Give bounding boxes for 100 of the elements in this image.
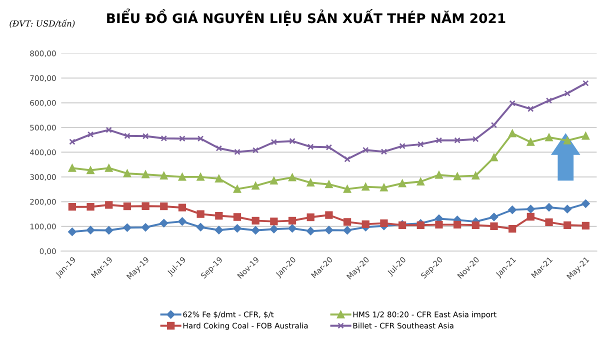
point xyxy=(142,133,149,140)
point xyxy=(545,134,553,142)
point xyxy=(544,203,554,212)
point xyxy=(526,212,534,221)
point xyxy=(564,136,572,144)
point xyxy=(68,203,76,211)
point xyxy=(508,130,516,138)
y-axis-title: (ĐVT: USD/tấn) xyxy=(10,19,75,28)
point xyxy=(546,97,552,104)
point xyxy=(306,226,315,236)
point xyxy=(324,226,334,234)
point xyxy=(252,147,259,154)
point xyxy=(288,224,296,233)
point xyxy=(380,184,388,192)
point xyxy=(160,172,168,180)
point xyxy=(142,202,150,210)
point xyxy=(252,182,260,190)
point xyxy=(398,180,406,188)
point xyxy=(105,201,113,209)
point xyxy=(270,218,278,226)
point xyxy=(160,202,168,210)
point xyxy=(582,200,590,208)
point xyxy=(160,135,168,142)
point xyxy=(454,137,460,144)
point xyxy=(472,136,479,142)
point xyxy=(270,224,278,234)
point xyxy=(490,154,498,162)
point xyxy=(86,166,94,174)
point xyxy=(288,174,296,182)
point xyxy=(418,141,424,148)
point xyxy=(582,132,590,140)
point xyxy=(105,164,113,172)
point xyxy=(196,210,204,218)
point xyxy=(86,226,95,234)
point xyxy=(509,100,516,106)
point xyxy=(545,218,553,226)
point xyxy=(343,218,352,226)
point xyxy=(270,138,278,146)
point xyxy=(106,126,112,134)
point xyxy=(380,219,388,227)
point xyxy=(124,132,130,140)
point xyxy=(104,226,114,234)
point xyxy=(526,204,535,214)
point xyxy=(86,203,94,211)
point xyxy=(325,180,333,188)
point xyxy=(344,156,350,162)
point xyxy=(563,204,572,214)
point xyxy=(178,217,186,226)
point xyxy=(435,171,443,179)
point xyxy=(196,223,205,232)
point xyxy=(454,172,462,180)
point xyxy=(68,164,76,172)
point xyxy=(215,174,223,182)
point xyxy=(454,220,462,228)
point xyxy=(508,225,516,233)
point xyxy=(123,170,132,178)
point xyxy=(582,222,590,230)
point xyxy=(307,144,314,150)
point xyxy=(233,185,242,193)
point xyxy=(362,183,370,191)
point xyxy=(68,228,76,236)
point xyxy=(399,142,406,150)
point xyxy=(326,144,332,150)
point xyxy=(251,226,260,234)
point xyxy=(582,80,589,86)
point xyxy=(325,211,333,219)
point xyxy=(141,223,150,232)
point xyxy=(87,131,94,138)
point xyxy=(252,216,260,225)
point xyxy=(508,206,516,214)
point xyxy=(160,219,168,228)
point xyxy=(178,204,186,212)
point xyxy=(380,148,388,155)
point xyxy=(197,135,204,142)
point xyxy=(69,138,76,145)
point xyxy=(288,216,296,225)
point xyxy=(178,173,186,181)
point xyxy=(564,90,570,96)
point xyxy=(216,145,222,152)
point xyxy=(564,221,572,229)
point xyxy=(179,135,186,142)
point xyxy=(490,222,498,230)
point xyxy=(142,170,150,178)
point xyxy=(416,178,424,186)
point xyxy=(490,212,498,222)
point xyxy=(215,212,223,220)
point xyxy=(362,220,370,228)
point xyxy=(270,176,278,184)
point xyxy=(343,226,352,234)
point xyxy=(233,213,242,221)
point xyxy=(436,137,442,144)
point xyxy=(343,185,352,193)
point xyxy=(123,202,132,210)
point xyxy=(233,224,242,233)
point xyxy=(528,106,534,112)
point xyxy=(306,178,314,186)
point xyxy=(362,146,369,154)
chart-title: BIỂU ĐỒ GIÁ NGUYÊN LIỆU SẢN XUẤT THÉP NĂM 2021 xyxy=(107,8,506,26)
point xyxy=(214,226,224,234)
point xyxy=(196,173,204,181)
